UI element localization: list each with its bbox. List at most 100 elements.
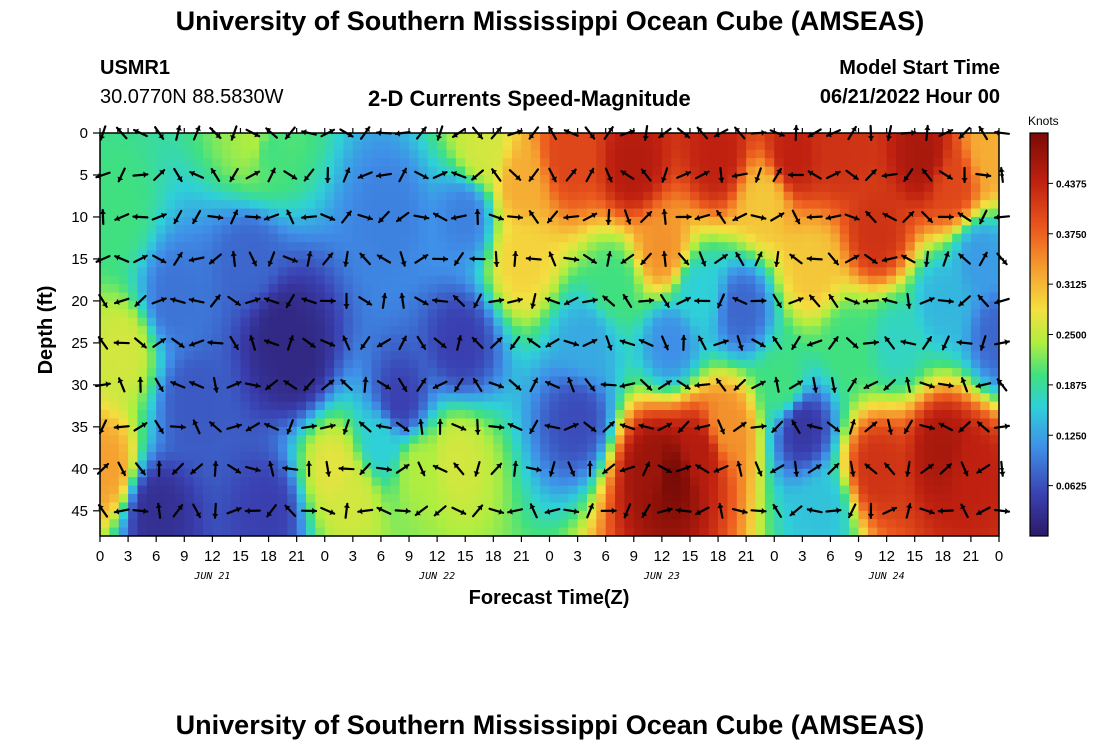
heat-cell (970, 317, 981, 327)
heat-cell (755, 225, 766, 235)
heat-cell (895, 174, 906, 184)
heat-cell (839, 141, 850, 151)
heat-cell (727, 275, 738, 285)
heat-cell (792, 317, 803, 327)
heat-cell (437, 477, 448, 487)
heat-cell (306, 376, 316, 386)
heat-cell (577, 292, 588, 302)
current-arrow (453, 462, 465, 476)
heat-cell (483, 200, 494, 210)
heat-cell (128, 191, 139, 201)
heat-cell (493, 267, 504, 277)
heat-cell (502, 200, 513, 210)
heat-cell (942, 426, 953, 436)
heat-cell (343, 443, 354, 453)
heat-cell (371, 502, 382, 512)
heat-cell (502, 401, 513, 411)
heat-cell (483, 141, 494, 151)
heat-cell (643, 200, 654, 210)
heat-cell (212, 334, 223, 344)
heat-cell (324, 510, 335, 520)
heat-cell (259, 258, 270, 268)
heat-cell (689, 401, 700, 411)
heat-cell (624, 384, 635, 394)
heat-cell (146, 242, 157, 252)
heat-cell (521, 292, 532, 302)
heat-cell (146, 133, 157, 142)
heat-cell (549, 149, 560, 159)
heat-cell (306, 502, 316, 512)
heat-cell (437, 200, 448, 210)
heat-cell (146, 292, 157, 302)
heat-cell (577, 242, 588, 252)
heat-cell (259, 149, 270, 159)
heat-cell (221, 166, 232, 176)
heat-cell (287, 452, 298, 462)
heat-cell (933, 443, 944, 453)
heat-cell (886, 410, 897, 420)
heat-cell (839, 477, 850, 487)
heat-cell (156, 141, 167, 151)
heat-cell (324, 443, 335, 453)
heat-cell (586, 494, 597, 504)
heat-cell (465, 284, 476, 294)
heat-cell (849, 443, 860, 453)
heat-cell (895, 158, 906, 168)
heat-cell (540, 410, 551, 420)
heat-cell (268, 342, 279, 352)
heat-cell (165, 418, 176, 428)
heat-cell (352, 326, 363, 336)
heat-cell (446, 216, 457, 226)
heat-cell (755, 510, 766, 520)
heat-cell (680, 351, 691, 361)
heat-cell (858, 233, 869, 243)
heat-cell (118, 418, 129, 428)
heat-cell (399, 317, 410, 327)
heat-cell (736, 334, 747, 344)
heat-cell (905, 401, 916, 411)
heat-cell (465, 250, 476, 260)
heat-cell (493, 351, 504, 361)
heat-cell (558, 502, 569, 512)
heat-cell (989, 258, 999, 268)
current-arrow (507, 297, 523, 304)
heat-cell (727, 141, 738, 151)
heat-cell (671, 208, 682, 218)
heat-cell (952, 133, 963, 142)
heat-cell (455, 502, 466, 512)
current-arrow (282, 255, 298, 263)
heat-cell (240, 292, 251, 302)
heat-cell (165, 443, 176, 453)
heat-cell (586, 393, 597, 403)
heat-cell (512, 426, 522, 436)
heat-cell (764, 174, 775, 184)
heat-cell (465, 292, 476, 302)
heat-cell (334, 326, 345, 336)
heat-cell (409, 443, 419, 453)
heat-cell (942, 527, 953, 536)
current-arrow (490, 337, 503, 349)
heat-cell (249, 435, 260, 445)
heat-cell (231, 435, 242, 445)
heat-cell (109, 510, 120, 520)
heat-cell (203, 435, 213, 445)
heat-cell (680, 468, 691, 478)
heat-cell (203, 494, 213, 504)
heat-cell (867, 233, 878, 243)
heat-cell (661, 191, 672, 201)
heat-cell (268, 284, 279, 294)
heat-cell (193, 292, 204, 302)
heat-cell (961, 351, 972, 361)
heat-cell (671, 216, 682, 226)
heat-cell (811, 133, 822, 142)
heat-cell (334, 208, 345, 218)
heat-cell (128, 326, 139, 336)
heat-cell (109, 183, 120, 193)
heat-cell (549, 443, 560, 453)
heat-cell (811, 393, 822, 403)
heat-cell (315, 359, 326, 369)
heat-cell (839, 376, 850, 386)
heat-cell (858, 326, 869, 336)
heat-cell (315, 326, 326, 336)
current-arrow (563, 422, 579, 431)
